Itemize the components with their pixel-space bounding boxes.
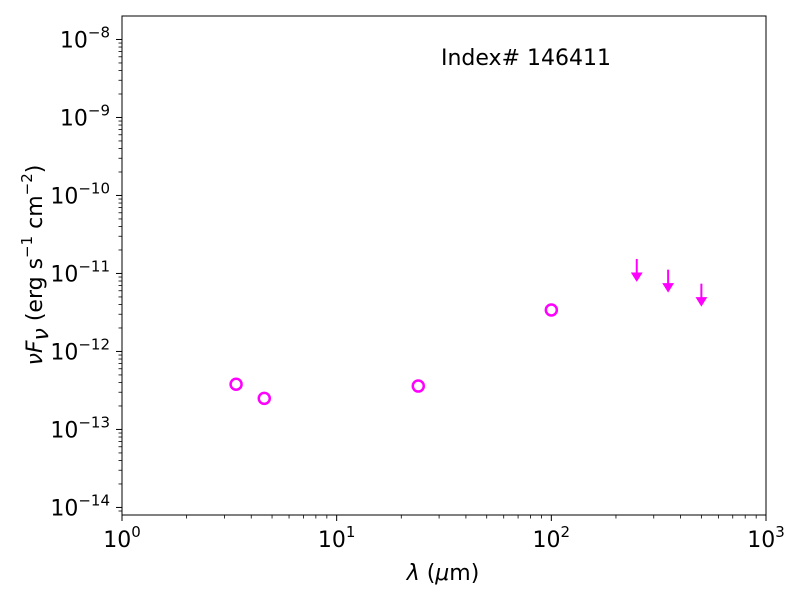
- y-tick-label: 10−13: [50, 413, 110, 443]
- upper-limit-arrow: [695, 283, 708, 307]
- y-tick-label: 10−14: [50, 491, 110, 521]
- y-tick-label: 10−12: [50, 335, 110, 365]
- data-point: [411, 379, 426, 393]
- index-annotation: Index# 146411: [441, 46, 611, 71]
- y-axis-label: νFν (erg s−1 cm−2): [18, 165, 54, 366]
- upper-limits: [630, 258, 708, 307]
- x-tick-label: 102: [533, 523, 571, 553]
- y-tick-label: 10−11: [50, 257, 110, 287]
- data-point: [229, 377, 243, 391]
- y-tick-label: 10−9: [60, 101, 110, 131]
- x-tick-labels: 100 101 102 103: [103, 523, 785, 553]
- data-point: [257, 391, 272, 406]
- upper-limit-arrow: [630, 258, 643, 282]
- major-ticks: [116, 38, 767, 521]
- x-tick-label: 103: [747, 523, 785, 553]
- minor-ticks: [118, 42, 757, 519]
- plot-frame: [121, 15, 767, 516]
- x-tick-label: 101: [318, 523, 356, 553]
- upper-limit-arrow: [662, 269, 675, 293]
- y-tick-labels: 10−14 10−13 10−12 10−11 10−10 10−9 10−8: [50, 23, 110, 521]
- y-tick-label: 10−10: [50, 179, 110, 209]
- x-tick-label: 100: [103, 523, 141, 553]
- x-axis-label: λ (μm): [406, 561, 480, 586]
- y-tick-label: 10−8: [60, 23, 110, 53]
- data-points: [229, 303, 559, 406]
- data-point: [544, 303, 559, 317]
